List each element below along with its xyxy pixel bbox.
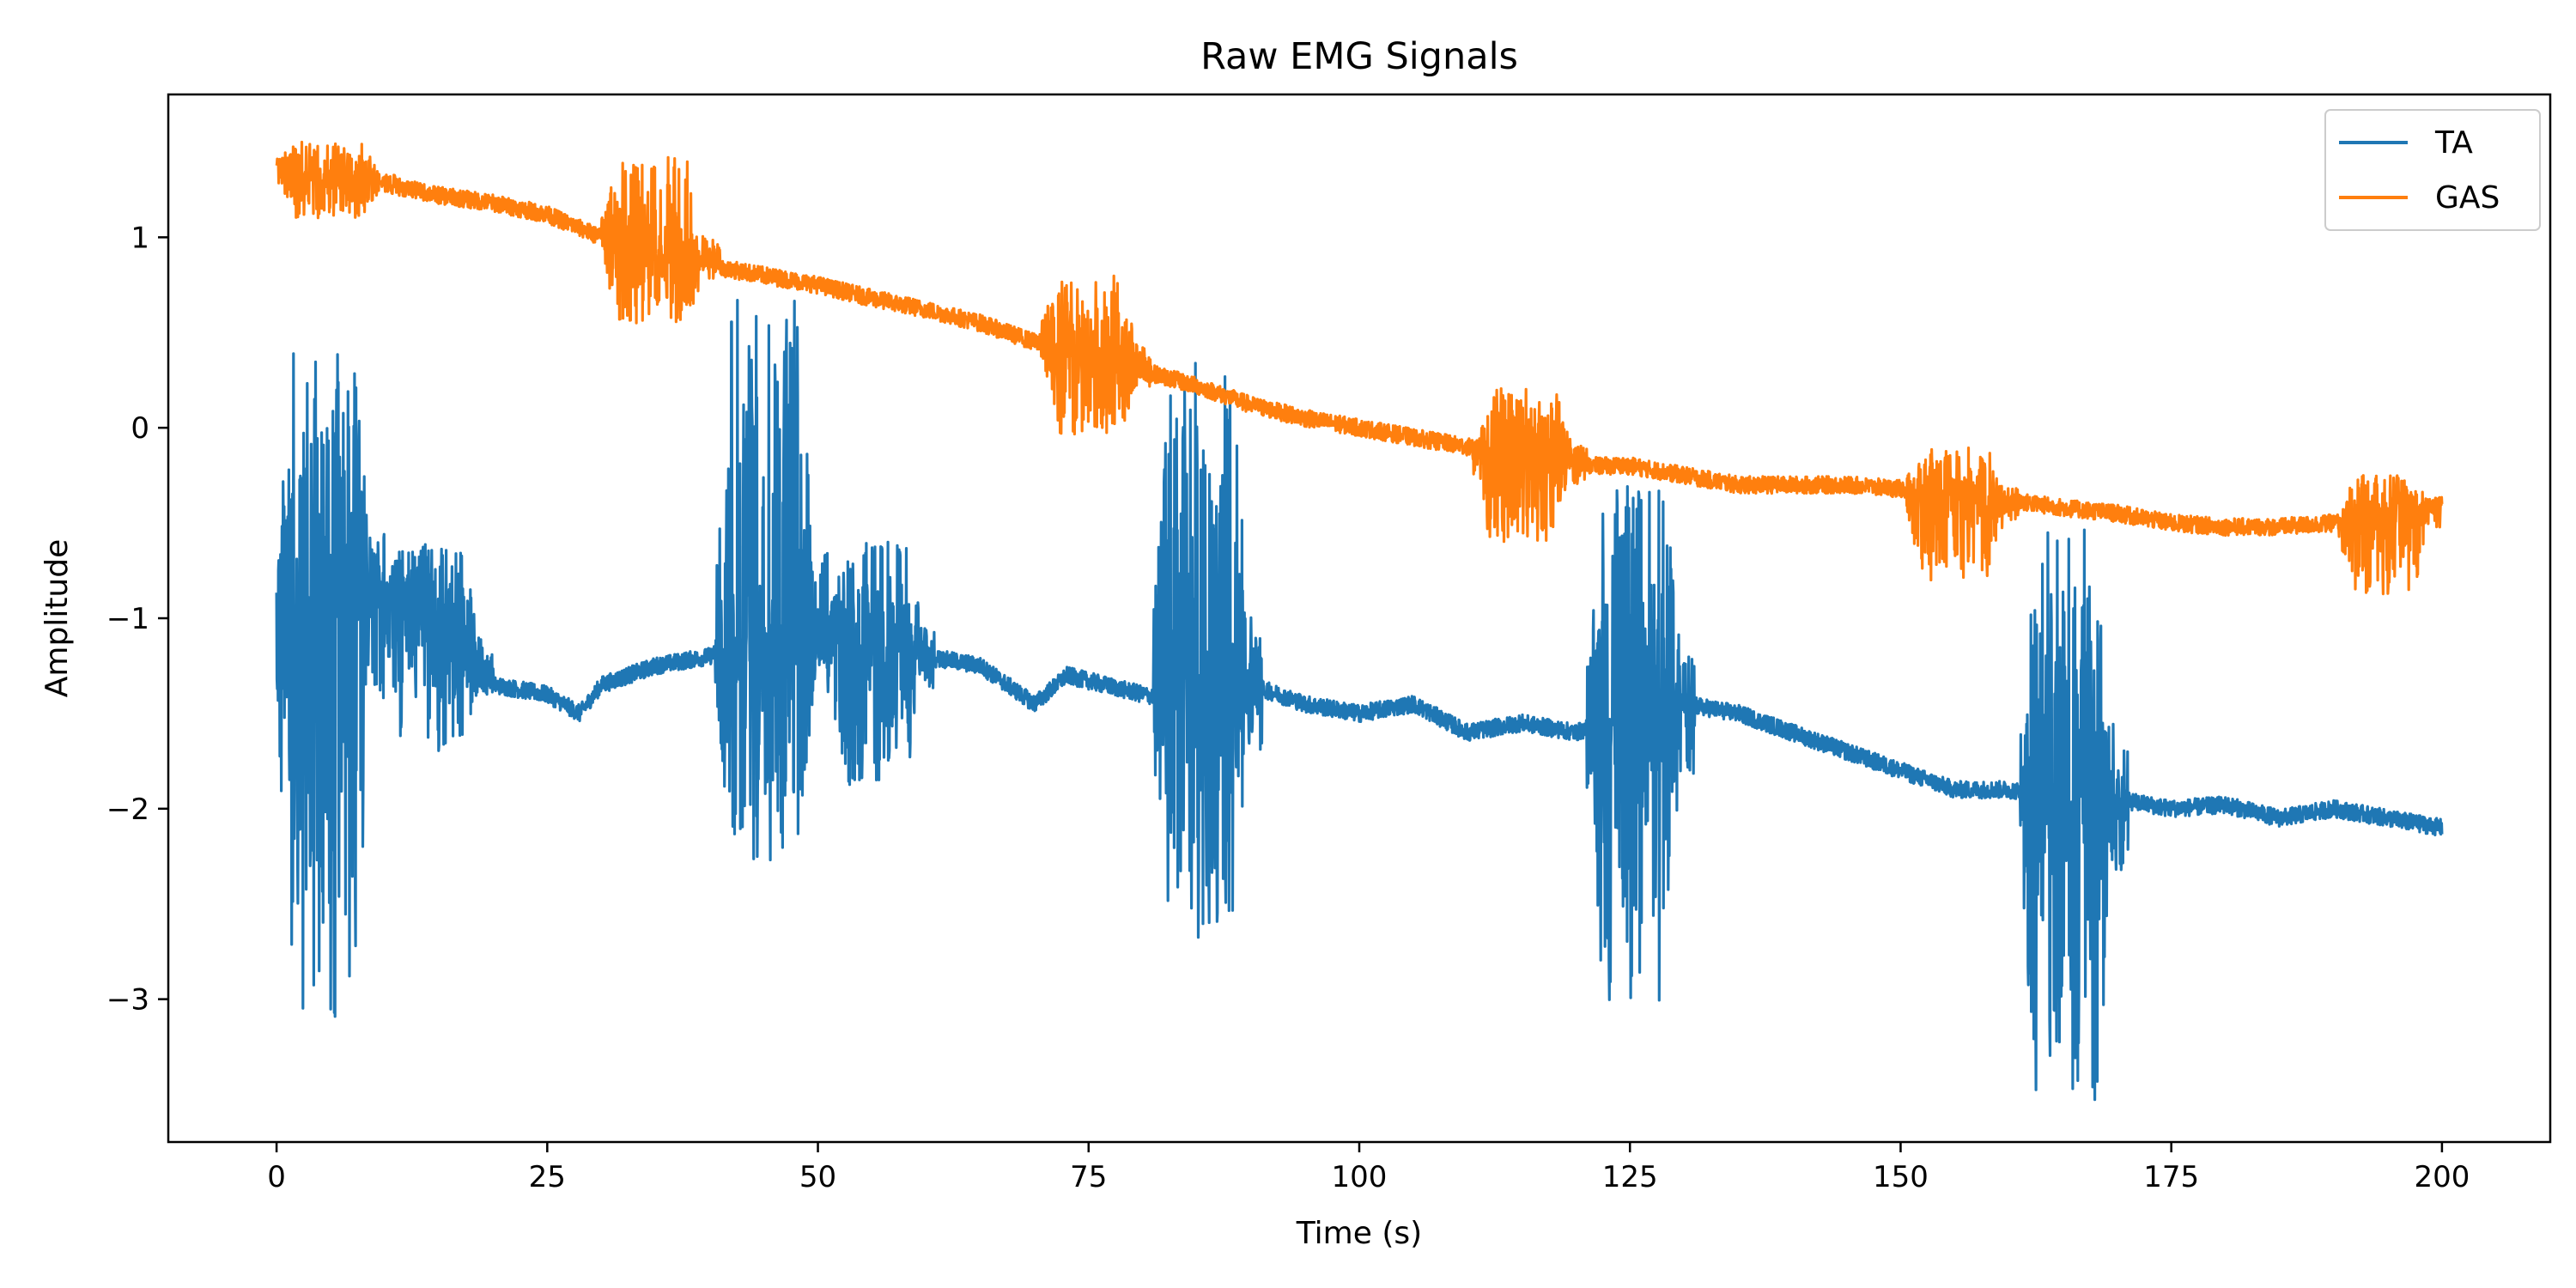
series-line-ta — [275, 299, 2444, 1102]
chart-title: Raw EMG Signals — [1200, 35, 1518, 78]
y-tick-label: 1 — [131, 221, 149, 255]
legend-box — [2324, 109, 2541, 231]
x-tick-label: 125 — [1602, 1160, 1658, 1194]
x-tick-label: 50 — [799, 1160, 836, 1194]
legend-label-ta: TA — [2434, 125, 2473, 161]
series-layer — [275, 140, 2444, 1102]
x-tick-label: 175 — [2143, 1160, 2199, 1194]
y-axis-label: Amplitude — [39, 539, 75, 697]
y-axis: −3 −2 −1 0 1 — [106, 221, 168, 1018]
x-tick-label: 100 — [1332, 1160, 1388, 1194]
x-tick-label: 0 — [267, 1160, 286, 1194]
x-axis: 0 25 50 75 100 125 150 175 200 — [267, 1142, 2470, 1194]
legend-label-gas: GAS — [2435, 180, 2500, 216]
y-tick-label: −1 — [106, 602, 149, 636]
x-tick-label: 150 — [1873, 1160, 1929, 1194]
x-axis-label: Time (s) — [1296, 1216, 1422, 1251]
y-tick-label: −2 — [106, 793, 149, 827]
legend: TA GAS — [2324, 109, 2541, 231]
y-tick-label: −3 — [106, 983, 149, 1018]
x-tick-label: 200 — [2414, 1160, 2470, 1194]
y-tick-label: 0 — [131, 411, 149, 446]
x-tick-label: 75 — [1070, 1160, 1107, 1194]
series-line-gas — [275, 140, 2444, 596]
x-tick-label: 25 — [529, 1160, 566, 1194]
